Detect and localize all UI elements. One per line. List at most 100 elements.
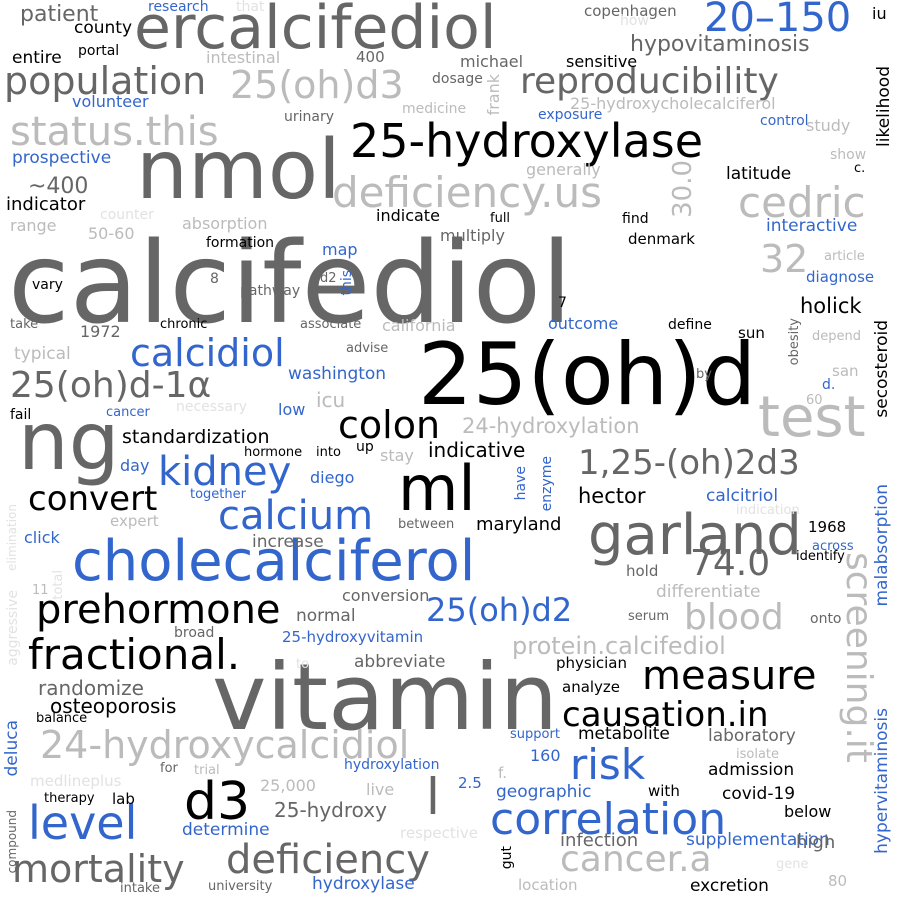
word-entire: entire	[12, 48, 62, 68]
word-c: c.	[854, 161, 866, 176]
word-formation: formation	[206, 235, 275, 251]
word-show: show	[830, 147, 867, 163]
word-1-25-oh-2d3: 1,25-(oh)2d3	[578, 443, 800, 483]
word-diagnose: diagnose	[806, 268, 875, 286]
word-how: how	[620, 13, 649, 29]
word-indicative: indicative	[428, 438, 526, 462]
word-hypervitaminosis-b: hypervitaminosis	[872, 708, 892, 854]
word-25-oh-d: 25(oh)d	[418, 325, 757, 425]
word-map: map	[322, 240, 358, 259]
word-blood: blood	[684, 597, 784, 638]
word-prospective: prospective	[12, 148, 112, 168]
word-prehormone: prehormone	[36, 587, 281, 633]
word-vitamin: vitamin	[212, 644, 558, 751]
word-deficiency-us: deficiency.us	[332, 168, 602, 217]
word-dosage: dosage	[432, 71, 483, 87]
word-calcium: calcium	[218, 493, 374, 539]
word-michael: michael	[460, 52, 524, 71]
word-live: live	[366, 780, 395, 799]
word-increase: increase	[252, 532, 324, 552]
word-medlineplus: medlineplus	[30, 772, 122, 790]
word-icu: icu	[316, 388, 346, 412]
word-admission: admission	[708, 760, 795, 780]
word-lab: lab	[112, 790, 135, 808]
word-hydroxylase: hydroxylase	[312, 874, 415, 894]
word-this: this	[339, 270, 355, 296]
word-onto: onto	[810, 611, 842, 627]
word-11: 11	[32, 583, 49, 598]
word-location: location	[518, 876, 578, 894]
word-7: 7	[558, 295, 567, 311]
word-up: up	[356, 439, 374, 455]
word-urinary: urinary	[284, 109, 335, 125]
word-physician: physician	[556, 654, 628, 672]
word-holick: holick	[800, 294, 862, 318]
word-intestinal: intestinal	[206, 48, 281, 67]
word-compound: compound	[5, 810, 19, 874]
word-associate: associate	[300, 317, 362, 332]
word-maryland: maryland	[476, 514, 562, 535]
word-25-hydroxyvitamin: 25-hydroxyvitamin	[282, 628, 424, 646]
word-ml: ml	[398, 452, 476, 525]
word-hydroxylation: hydroxylation	[344, 757, 440, 773]
word-normal: normal	[296, 606, 356, 626]
word-25-oh-d-1a: 25(oh)d-1α	[10, 365, 212, 406]
word-25-hydroxy: 25-hydroxy	[274, 798, 387, 822]
word-cholecalciferol: cholecalciferol	[72, 529, 476, 594]
word-control: control	[760, 113, 809, 129]
word-hold: hold	[626, 562, 659, 580]
word-1968: 1968	[808, 518, 847, 536]
word-article: article	[824, 249, 865, 264]
word-elimination: elimination	[5, 504, 19, 572]
word-covid-19: covid-19	[722, 784, 796, 804]
word-full: full	[490, 211, 511, 226]
word-across: across	[812, 539, 854, 554]
word-calcifediol: calcifediol	[8, 219, 573, 349]
word-outcome: outcome	[548, 314, 619, 333]
word-take: take	[10, 317, 39, 332]
word-analyze: analyze	[562, 678, 621, 696]
word-vary: vary	[32, 277, 63, 293]
word-25-oh-d2: 25(oh)d2	[426, 591, 573, 629]
word-by: by	[696, 367, 712, 382]
word-absorption: absorption	[182, 214, 268, 233]
word-fail: fail	[10, 407, 32, 423]
word-hypovitaminosis: hypovitaminosis	[630, 32, 810, 57]
word-convert: convert	[28, 479, 158, 519]
word-differentiate: differentiate	[656, 582, 761, 602]
word-latitude: latitude	[726, 164, 792, 184]
word-medicine: medicine	[402, 101, 467, 117]
word-depend: depend	[812, 329, 861, 344]
word-74-0: 74.0	[690, 543, 771, 584]
word-denmark: denmark	[628, 230, 695, 248]
word-determine: determine	[182, 820, 270, 840]
word-into: into	[316, 445, 341, 460]
word-with: with	[648, 782, 680, 800]
word-high: high	[796, 832, 836, 853]
word-f: f.	[498, 764, 507, 782]
word-80: 80	[828, 872, 848, 890]
word-patient: patient	[20, 2, 99, 27]
word-level: level	[28, 796, 138, 850]
word-measure: measure	[642, 653, 817, 699]
word-copenhagen: copenhagen	[584, 2, 677, 20]
word-d: d.	[822, 377, 836, 393]
word-60: 60	[806, 393, 823, 408]
word-pathway: pathway	[240, 283, 301, 299]
word-causation-in: causation.in	[562, 695, 769, 735]
word-sun: sun	[738, 324, 765, 342]
word-1972: 1972	[80, 322, 121, 341]
word-population: population	[4, 59, 207, 103]
word-aggressive: aggressive	[5, 590, 21, 666]
word-ng: ng	[18, 395, 120, 488]
word-24-hydroxylation: 24-hydroxylation	[462, 414, 640, 438]
word-deficiency: deficiency	[226, 837, 430, 883]
word-trial: trial	[194, 763, 220, 778]
word-fractional: fractional.	[28, 630, 241, 679]
word-laboratory: laboratory	[708, 726, 796, 746]
word-counter: counter	[100, 207, 154, 223]
word-total: total	[51, 570, 66, 600]
word-malabsorption: malabsorption	[872, 484, 892, 607]
word-indicate: indicate	[376, 206, 440, 225]
